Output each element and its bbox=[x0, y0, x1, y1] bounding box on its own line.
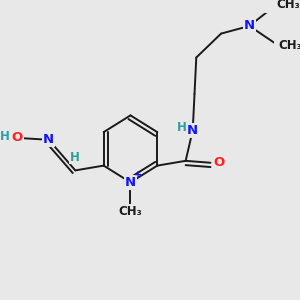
Text: H: H bbox=[177, 121, 187, 134]
Text: N: N bbox=[43, 133, 54, 146]
Text: N: N bbox=[244, 20, 255, 32]
Text: N: N bbox=[187, 124, 198, 137]
Text: H: H bbox=[0, 130, 9, 143]
Text: O: O bbox=[11, 131, 22, 144]
Text: CH₃: CH₃ bbox=[278, 39, 300, 52]
Text: CH₃: CH₃ bbox=[277, 0, 300, 11]
Text: N: N bbox=[125, 176, 136, 189]
Text: H: H bbox=[70, 151, 80, 164]
Text: +: + bbox=[134, 170, 142, 180]
Text: CH₃: CH₃ bbox=[118, 205, 142, 218]
Text: O: O bbox=[214, 156, 225, 169]
